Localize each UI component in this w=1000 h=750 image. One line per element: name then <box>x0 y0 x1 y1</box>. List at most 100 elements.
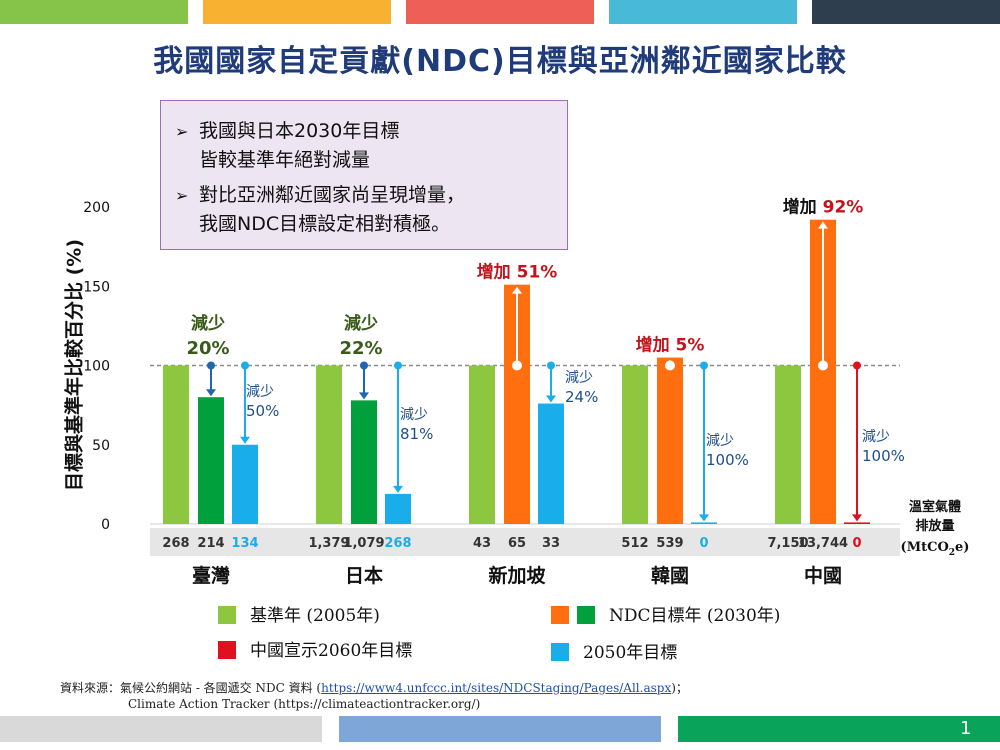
arrow-start-dot <box>818 360 828 371</box>
source-line-1: 資料來源：氣候公約網站 - 各國遞交 NDC 資料 (https://www4.… <box>60 680 688 696</box>
legend-2050: 2050年目標 <box>551 638 677 663</box>
unit-label-subscript: 2 <box>949 548 955 558</box>
unfccc-link[interactable]: https://www4.unfccc.int/sites/NDCStaging… <box>321 681 672 695</box>
ndc-change-pct: 5% <box>676 336 705 356</box>
bar <box>657 357 683 524</box>
top-bar-cyan <box>609 0 797 24</box>
y-tick-label: 0 <box>101 517 110 533</box>
arrow-bullet-icon: ➢ <box>175 186 189 205</box>
target-change-pct: 50% <box>246 402 279 420</box>
emission-value-label: 539 <box>656 536 683 551</box>
bar <box>844 522 870 524</box>
callout-item-text: 我國與日本2030年目標 皆較基準年絕對減量 <box>199 120 400 171</box>
country-label: 臺灣 <box>192 564 230 587</box>
legend-base: 基準年 (2005年) <box>218 601 380 626</box>
ndc-change-pct: 92% <box>823 198 864 218</box>
emission-value-label: 512 <box>621 536 648 551</box>
ndc-change-pct: 20% <box>186 338 229 359</box>
emission-value-label: 1,079 <box>343 536 384 551</box>
legend-china: 中國宣示2060年目標 <box>218 636 412 661</box>
source-line-2: Climate Action Tracker (https://climatea… <box>128 697 481 711</box>
bar <box>232 444 258 524</box>
arrow-start-dot <box>512 360 522 371</box>
ndc-change-word: 減少 <box>344 313 378 334</box>
ndc-change-label: 增加 5% <box>636 335 705 356</box>
legend-china-label: 中國宣示2060年目標 <box>250 641 413 661</box>
arrow-head <box>699 514 709 522</box>
emission-value-label: 0 <box>852 536 861 551</box>
emission-value-label: 268 <box>384 536 411 551</box>
emission-band <box>150 528 900 556</box>
bottom-bar-blue <box>339 716 661 742</box>
arrow-head <box>546 395 556 403</box>
top-bar-red <box>406 0 594 24</box>
ndc-change-word: 減少 <box>191 313 225 334</box>
arrow-bullet-icon: ➢ <box>175 122 189 141</box>
unit-label-line1: 溫室氣體 <box>909 499 961 515</box>
legend-base-label: 基準年 (2005年) <box>250 606 380 626</box>
top-bar-navy <box>812 0 1000 24</box>
emission-value-label: 33 <box>542 536 560 551</box>
source-prefix: 資料來源：氣候公約網站 - 各國遞交 NDC 資料 ( <box>60 681 322 695</box>
y-tick-label: 100 <box>83 359 110 375</box>
legend-2050-label: 2050年目標 <box>583 643 678 663</box>
ndc-change-word: 增加 <box>477 262 517 283</box>
callout-item: ➢ 對比亞洲鄰近國家尚呈現增量， 我國NDC目標設定相對積極。 <box>175 181 557 239</box>
target-change-word: 減少 <box>862 428 890 445</box>
ndc-change-word: 增加 <box>636 335 676 356</box>
bar <box>385 493 411 524</box>
legend-swatch-blue <box>551 643 569 661</box>
country-label: 新加坡 <box>488 564 546 587</box>
emission-value-label: 214 <box>197 536 224 551</box>
ndc-change-word: 增加 <box>783 197 823 218</box>
target-change-word: 減少 <box>400 406 428 423</box>
bar <box>198 397 224 524</box>
emission-value-label: 65 <box>508 536 526 551</box>
ndc-change-pct: 22% <box>339 338 382 359</box>
arrow-head <box>852 514 862 522</box>
y-tick-label: 150 <box>83 279 110 295</box>
legend-swatch-green <box>218 606 236 624</box>
arrow-head <box>240 436 250 444</box>
arrow-head <box>818 221 828 229</box>
legend-swatch-orange <box>551 606 569 624</box>
emission-value-label: 268 <box>162 536 189 551</box>
target-change-pct: 100% <box>862 447 905 465</box>
bar <box>351 400 377 524</box>
ndc-change-pct: 51% <box>517 263 558 283</box>
callout-item-text: 對比亞洲鄰近國家尚呈現增量， 我國NDC目標設定相對積極。 <box>199 184 466 235</box>
bar <box>316 365 342 524</box>
emission-value-label: 1,379 <box>308 536 349 551</box>
target-change-pct: 81% <box>400 425 433 443</box>
arrow-head <box>393 485 403 493</box>
legend-ndc: NDC目標年 (2030年) <box>551 601 780 626</box>
arrow-head <box>359 392 369 400</box>
arrow-head <box>512 286 522 294</box>
target-change-word: 減少 <box>565 369 593 386</box>
bottom-bar-gray <box>0 716 322 742</box>
unit-label-text: e) <box>955 540 969 555</box>
top-bar-green <box>0 0 188 24</box>
bar <box>538 403 564 524</box>
callout-item: ➢ 我國與日本2030年目標 皆較基準年絕對減量 <box>175 117 557 175</box>
target-change-pct: 100% <box>706 451 749 469</box>
target-change-word: 減少 <box>706 432 734 449</box>
top-bar-yellow <box>203 0 391 24</box>
bar <box>163 365 189 524</box>
target-change-pct: 24% <box>565 388 598 406</box>
bar <box>775 365 801 524</box>
legend-ndc-label: NDC目標年 (2030年) <box>609 606 781 626</box>
bar <box>469 365 495 524</box>
callout-box: ➢ 我國與日本2030年目標 皆較基準年絕對減量 ➢ 對比亞洲鄰近國家尚呈現增量… <box>160 100 568 250</box>
unit-label-line3: (MtCO2e) <box>901 540 970 558</box>
country-label: 日本 <box>345 564 383 587</box>
target-change-word: 減少 <box>246 383 274 400</box>
source-suffix: )； <box>671 681 688 695</box>
country-label: 韓國 <box>651 564 689 587</box>
y-tick-label: 200 <box>83 200 110 216</box>
emission-value-label: 7,150 <box>767 536 808 551</box>
emission-value-label: 134 <box>231 536 258 551</box>
arrow-start-dot <box>665 360 675 371</box>
page-title: 我國國家自定貢獻(NDC)目標與亞洲鄰近國家比較 <box>153 44 847 79</box>
